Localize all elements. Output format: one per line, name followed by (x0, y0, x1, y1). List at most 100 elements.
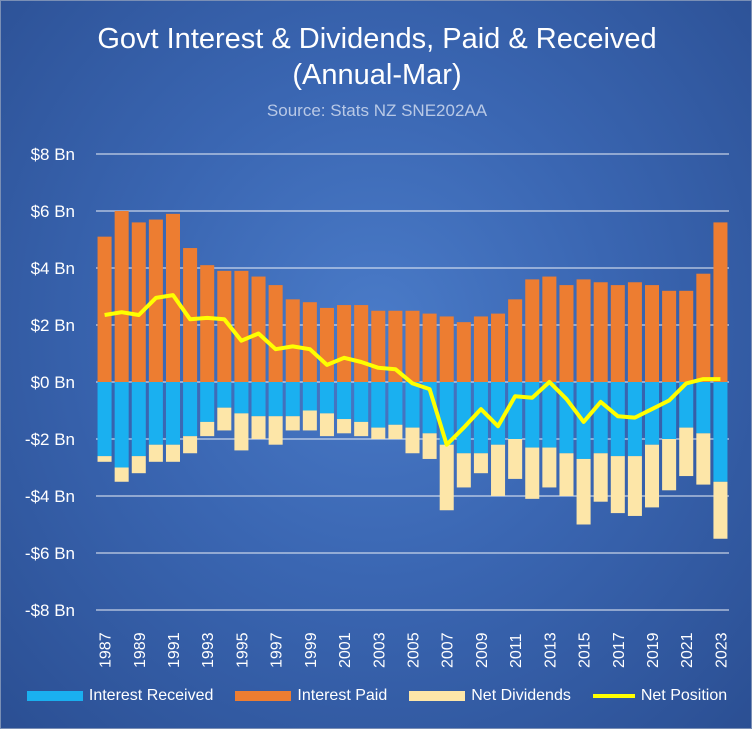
bar-net-dividends (251, 416, 266, 439)
bar-interest-paid (610, 285, 625, 382)
bar-interest-paid (131, 222, 146, 382)
bar-interest-received (713, 382, 728, 482)
bar-interest-received (388, 382, 403, 425)
net-position-line (104, 293, 721, 447)
bar-interest-received (610, 382, 625, 457)
bar-interest-paid (644, 285, 660, 382)
x-tick-label: 2003 (371, 632, 388, 668)
bar-interest-received (354, 382, 369, 422)
bar-interest-paid (713, 222, 728, 382)
bar-net-dividends (165, 444, 181, 462)
bar-interest-received (97, 382, 112, 457)
bar-interest-received (217, 382, 232, 408)
y-tick-label: -$8 Bn (25, 601, 75, 620)
bar-interest-paid (371, 310, 386, 382)
x-tick-label: 1989 (132, 632, 149, 668)
y-tick-label: $2 Bn (31, 316, 75, 335)
bar-interest-paid (679, 290, 694, 382)
bar-interest-received (508, 382, 523, 439)
x-tick-label: 2023 (713, 632, 730, 668)
bar-interest-received (644, 382, 660, 445)
bar-interest-received (114, 382, 129, 468)
chart-source: Source: Stats NZ SNE202AA (266, 101, 488, 120)
bar-interest-received (319, 382, 334, 414)
x-tick-label: 2005 (406, 632, 423, 668)
bar-interest-paid (491, 313, 506, 382)
x-tick-label: 2001 (337, 632, 354, 668)
bar-net-dividends (148, 444, 163, 462)
legend-swatch-interest-paid (235, 691, 292, 701)
bar-net-dividends (268, 416, 283, 445)
bar-interest-paid (114, 211, 129, 382)
bar-net-dividends (388, 424, 403, 439)
bar-interest-paid (200, 265, 215, 382)
legend: Interest Received Interest Paid Net Divi… (1, 687, 751, 705)
x-tick-label: 2021 (679, 632, 696, 668)
bar-interest-received (662, 382, 677, 439)
x-tick-label: 2011 (508, 633, 525, 668)
bar-interest-paid (696, 273, 711, 382)
x-tick-label: 2007 (440, 632, 457, 668)
bar-net-dividends (285, 416, 300, 431)
net-position-series (104, 293, 721, 447)
bar-net-dividends (610, 456, 625, 514)
bar-interest-paid (593, 282, 608, 382)
bar-net-dividends (576, 458, 591, 525)
y-tick-label: -$4 Bn (25, 487, 75, 506)
bar-interest-paid (268, 285, 283, 382)
bar-interest-received (268, 382, 283, 417)
bar-net-dividends (422, 433, 437, 459)
bar-net-dividends (371, 427, 386, 439)
bar-interest-paid (405, 310, 420, 382)
bar-interest-paid (542, 276, 557, 382)
legend-swatch-net-position (592, 694, 635, 698)
bar-interest-paid (302, 302, 317, 382)
bar-net-dividends (662, 439, 677, 491)
bar-interest-paid (354, 305, 369, 382)
x-tick-label: 1995 (234, 632, 251, 668)
bars (97, 211, 728, 539)
x-tick-label: 1999 (303, 632, 320, 668)
x-tick-label: 2009 (474, 632, 491, 668)
x-tick-label: 2017 (611, 632, 628, 668)
bar-interest-paid (217, 270, 232, 382)
bar-net-dividends (405, 427, 420, 454)
y-tick-label: -$2 Bn (25, 430, 75, 449)
bar-interest-received (302, 382, 317, 411)
bar-interest-received (285, 382, 300, 417)
x-tick-label: 1987 (98, 632, 115, 668)
x-tick-label: 1993 (200, 632, 217, 668)
bar-net-dividends (234, 413, 249, 451)
bar-interest-received (456, 382, 471, 454)
bar-net-dividends (439, 444, 454, 511)
bar-net-dividends (559, 453, 574, 496)
bar-interest-paid (662, 290, 677, 382)
legend-swatch-interest-received (26, 691, 83, 701)
bar-interest-paid (576, 279, 591, 382)
bar-interest-received (593, 382, 608, 454)
bar-net-dividends (354, 421, 369, 437)
legend-label-net-position: Net Position (640, 687, 728, 704)
bar-interest-received (234, 382, 249, 414)
bar-net-dividends (302, 410, 317, 431)
bar-net-dividends (114, 467, 129, 482)
legend-label-interest-received: Interest Received (88, 687, 214, 704)
y-tick-label: -$6 Bn (25, 544, 75, 563)
bar-net-dividends (200, 421, 215, 437)
bar-net-dividends (473, 453, 488, 474)
y-tick-label: $4 Bn (31, 259, 75, 278)
bar-interest-received (200, 382, 215, 422)
bar-interest-paid (251, 276, 266, 382)
legend-item-net-position: Net Position (592, 687, 728, 705)
y-tick-label: $8 Bn (31, 145, 75, 164)
bar-net-dividends (131, 456, 146, 474)
bar-interest-paid (456, 322, 471, 382)
legend-label-net-dividends: Net Dividends (471, 687, 571, 704)
legend-item-net-dividends: Net Dividends (409, 687, 571, 705)
x-axis-labels: 1987 1989 1991 1993 1995 1997 1999 2001 2003 2005… (98, 632, 731, 668)
chart-title: Govt Interest & Dividends, Paid & Receiv… (97, 23, 657, 55)
bar-interest-received (148, 382, 163, 445)
legend-label-interest-paid: Interest Paid (297, 687, 388, 704)
